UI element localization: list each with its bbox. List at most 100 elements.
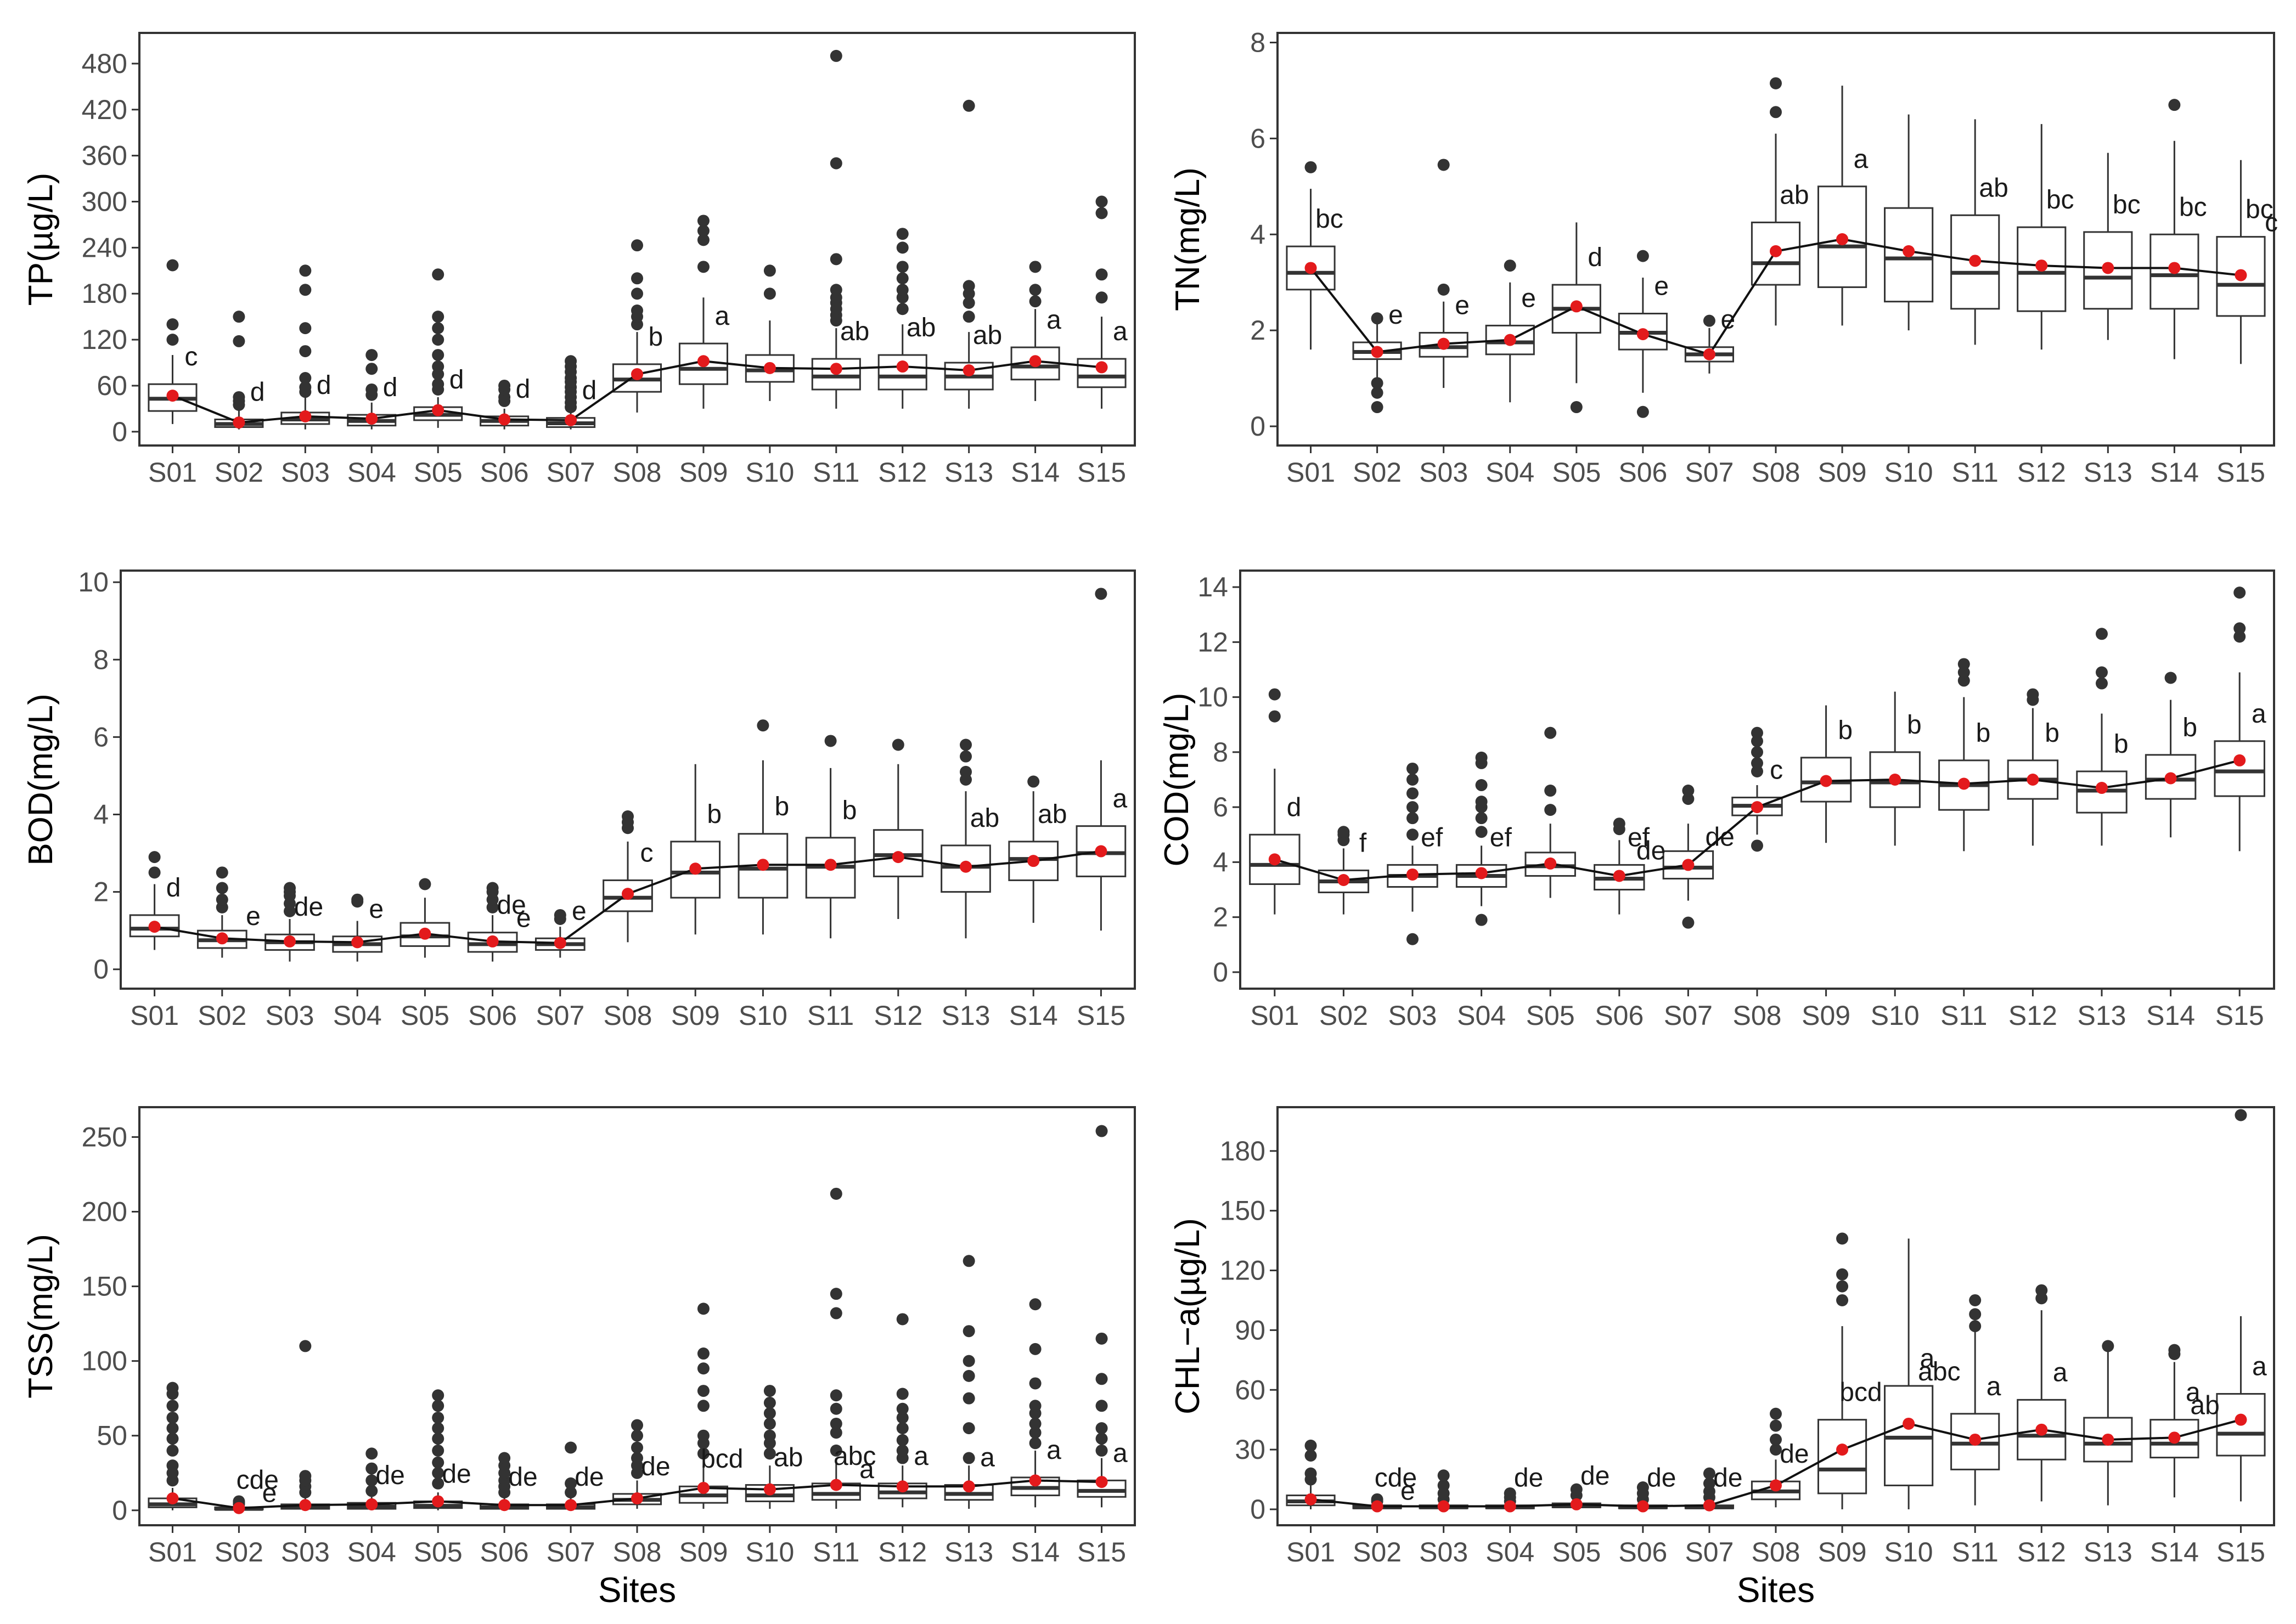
mean-point — [233, 416, 245, 429]
x-tick-label: S05 — [414, 1537, 463, 1567]
mean-point — [763, 1483, 776, 1496]
x-tick-label: S12 — [2008, 1000, 2057, 1031]
outlier-point — [1751, 839, 1763, 852]
outlier-point — [1475, 779, 1488, 792]
significance-letter: e — [572, 896, 587, 926]
x-tick-label: S13 — [944, 1537, 993, 1567]
y-tick-label: 50 — [97, 1420, 127, 1451]
significance-letter: e — [1400, 1477, 1415, 1506]
outlier-point — [1682, 916, 1695, 929]
box-S04: ef — [1455, 751, 1512, 926]
mean-point — [1957, 777, 1970, 790]
y-tick-label: 200 — [82, 1197, 127, 1227]
significance-letter: de — [497, 891, 526, 920]
x-tick-label: S05 — [401, 1000, 449, 1031]
mean-point — [1969, 1433, 1982, 1446]
outlier-point — [896, 228, 909, 240]
significance-letter: a — [1113, 785, 1128, 814]
outlier-point — [432, 311, 444, 323]
outlier-point — [1770, 106, 1782, 119]
x-tick-label: S03 — [1388, 1000, 1437, 1031]
significance-letter: de — [1647, 1464, 1676, 1493]
x-tick-label: S15 — [2216, 457, 2265, 488]
significance-letter: de — [1580, 1462, 1610, 1491]
outlier-point — [432, 1444, 444, 1457]
significance-letter: ab — [1038, 800, 1067, 829]
outlier-point — [1095, 1125, 1108, 1137]
outlier-point — [697, 1302, 710, 1315]
mean-point — [486, 935, 499, 948]
x-tick-label: S02 — [215, 457, 263, 488]
significance-letter: bc — [2246, 195, 2274, 224]
x-tick-label: S04 — [1485, 1537, 1534, 1567]
outlier-point — [498, 1452, 511, 1464]
outlier-point — [763, 264, 776, 277]
outlier-point — [830, 1417, 842, 1430]
y-tick-label: 2 — [93, 877, 109, 907]
box-S06: ef — [1594, 817, 1650, 915]
x-tick-label: S14 — [2150, 1537, 2199, 1567]
outlier-point — [1475, 812, 1488, 825]
mean-point — [2168, 1431, 2181, 1444]
y-tick-label: 6 — [93, 721, 109, 752]
x-tick-label: S02 — [198, 1000, 246, 1031]
outlier-point — [166, 334, 179, 346]
outlier-point — [896, 1434, 909, 1446]
x-tick-label: S07 — [1664, 1000, 1713, 1031]
outlier-point — [1095, 1422, 1108, 1435]
significance-letter: a — [1113, 1439, 1128, 1468]
y-tick-label: 0 — [1250, 411, 1265, 442]
box-S06: e — [1618, 250, 1669, 418]
outlier-point — [351, 893, 364, 906]
x-tick-label: S09 — [1818, 1537, 1867, 1567]
outlier-point — [419, 878, 431, 890]
mean-point — [233, 1502, 245, 1514]
mean-point — [1770, 1479, 1782, 1492]
x-tick-label: S04 — [333, 1000, 382, 1031]
outlier-point — [631, 1452, 643, 1464]
significance-letter: b — [1976, 719, 1991, 748]
mean-point — [963, 1480, 975, 1493]
outlier-point — [1095, 291, 1108, 304]
mean-point — [1703, 348, 1715, 360]
outlier-point — [1836, 1280, 1849, 1293]
outlier-point — [631, 239, 643, 252]
mean-point — [365, 1498, 378, 1510]
mean-point — [1371, 1500, 1383, 1513]
mean-point — [1406, 868, 1419, 881]
outlier-point — [299, 1470, 312, 1482]
mean-point — [1770, 245, 1782, 257]
outlier-point — [1304, 161, 1317, 173]
outlier-point — [432, 349, 444, 362]
y-tick-label: 2 — [1250, 315, 1265, 346]
outlier-point — [432, 1412, 444, 1424]
significance-letter: b — [842, 796, 857, 825]
outlier-point — [830, 1402, 842, 1415]
box-iqr — [2017, 226, 2067, 312]
x-tick-label: S12 — [874, 1000, 922, 1031]
x-tick-label: S03 — [281, 457, 330, 488]
y-tick-label: 420 — [82, 94, 127, 125]
outlier-point — [896, 1422, 909, 1435]
x-tick-label: S01 — [148, 457, 197, 488]
significance-letter: ef — [1421, 823, 1443, 852]
mean-point — [1095, 845, 1107, 858]
x-tick-label: S02 — [215, 1537, 263, 1567]
significance-letter: c — [640, 838, 653, 867]
outlier-point — [1029, 1417, 1042, 1430]
mean-point — [2235, 1413, 2247, 1426]
outlier-point — [2027, 688, 2039, 701]
outlier-point — [830, 284, 842, 296]
outlier-point — [830, 157, 842, 170]
mean-point — [2164, 772, 2177, 785]
panel-cod: 0 2 4 6 8 10 12 14 S01 S02 S03 S04 S05 S06 S07 S08 S09 S1… — [1158, 569, 2275, 1031]
mean-point — [1304, 1493, 1317, 1505]
x-tick-label: S03 — [281, 1537, 330, 1567]
outlier-point — [963, 1255, 975, 1267]
y-tick-label: 6 — [1250, 123, 1265, 154]
mean-point — [2102, 1433, 2114, 1446]
significance-letter: de — [375, 1461, 404, 1490]
x-tick-label: S09 — [679, 457, 728, 488]
outlier-point — [1095, 1400, 1108, 1412]
x-tick-label: S14 — [2146, 1000, 2195, 1031]
